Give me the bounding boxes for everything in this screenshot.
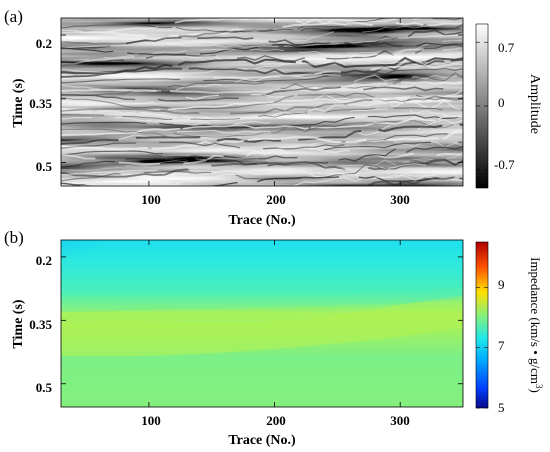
y-tick-label: 0.5 — [36, 380, 53, 395]
reflector-event — [61, 99, 463, 121]
reflector-event — [61, 72, 463, 97]
reflector-event — [61, 39, 463, 61]
reflector-event — [61, 95, 463, 115]
reflector-event — [61, 18, 423, 34]
reflector-event — [61, 120, 463, 138]
reflector-event — [61, 47, 463, 65]
y-tick-label: 0.35 — [29, 317, 52, 332]
reflector-event — [61, 86, 463, 102]
colorbar-label: Impedance (km/s • g/cm3) — [528, 257, 544, 393]
reflector-event — [61, 114, 463, 129]
reflector-event — [61, 23, 463, 45]
colorbar-tick-label: -0.7 — [494, 157, 515, 172]
x-tick-label: 100 — [141, 413, 161, 428]
reflector-event — [61, 81, 463, 94]
reflector-event — [75, 175, 463, 186]
x-axis-label: Trace (No.) — [228, 433, 296, 448]
plot-frame — [60, 239, 464, 408]
reflector-event — [61, 159, 463, 178]
panel-label: (b) — [4, 228, 24, 247]
x-axis-label: Trace (No.) — [228, 213, 296, 228]
reflector-event — [61, 114, 463, 136]
x-tick-label: 100 — [141, 192, 161, 207]
x-tick-label: 300 — [390, 192, 410, 207]
reflector-event — [61, 119, 463, 145]
reflector-event — [61, 92, 463, 110]
reflector-event — [61, 34, 463, 49]
colorbar-tick-label: 0 — [498, 95, 505, 110]
reflector-event — [61, 44, 463, 66]
y-axis-label: Time (s) — [11, 78, 26, 127]
axis-ticks — [61, 18, 463, 186]
colorbar-tick-label: 9 — [498, 277, 505, 292]
reflector-event — [61, 59, 463, 78]
reflector-event — [61, 133, 463, 150]
reflector-event — [61, 67, 463, 84]
seismic-image — [61, 18, 463, 186]
reflector-event — [61, 141, 463, 160]
reflector-event — [61, 175, 463, 186]
reflector-event — [61, 147, 463, 166]
reflector-event — [365, 175, 463, 186]
colorbar-ticks — [476, 41, 488, 171]
plot-frame — [60, 17, 464, 187]
colorbar-tick-label: 5 — [498, 400, 505, 415]
y-axis-label: Time (s) — [11, 299, 26, 348]
colorbar-label: Amplitude — [527, 74, 542, 134]
colorbar-tick-label: 7 — [498, 338, 505, 353]
reflector-event — [61, 94, 463, 111]
reflector-event — [61, 123, 463, 146]
reflector-event — [61, 158, 463, 182]
reflector-event — [61, 18, 463, 33]
x-tick-label: 200 — [266, 192, 286, 207]
y-tick-label: 0.2 — [36, 36, 52, 51]
impedance-image — [61, 240, 463, 407]
panel-label: (a) — [4, 7, 23, 26]
colorbar — [475, 241, 489, 409]
panel-b: (b) 0.2 0.35 0.5 100 200 300 Trace (No.)… — [4, 228, 544, 448]
reflector-event — [61, 21, 463, 38]
reflector-event — [61, 107, 463, 121]
reflector-event — [61, 62, 463, 80]
reflector-event — [61, 166, 463, 186]
reflector-event — [61, 23, 463, 45]
panel-a: (a) 0.2 0.35 0.5 100 200 300 Trace (No.)… — [4, 7, 542, 228]
y-tick-label: 0.35 — [29, 96, 52, 111]
y-tick-label: 0.2 — [36, 253, 52, 268]
colorbar-tick-label: 0.7 — [498, 40, 515, 55]
x-tick-label: 200 — [266, 413, 286, 428]
colorbar-ticks — [476, 286, 488, 409]
reflector-event — [61, 107, 463, 126]
y-tick-label: 0.5 — [36, 159, 53, 174]
axis-ticks — [61, 240, 463, 407]
reflector-event — [61, 130, 463, 151]
reflector-event — [61, 41, 463, 56]
reflector-event — [61, 60, 463, 75]
x-tick-label: 300 — [390, 413, 410, 428]
